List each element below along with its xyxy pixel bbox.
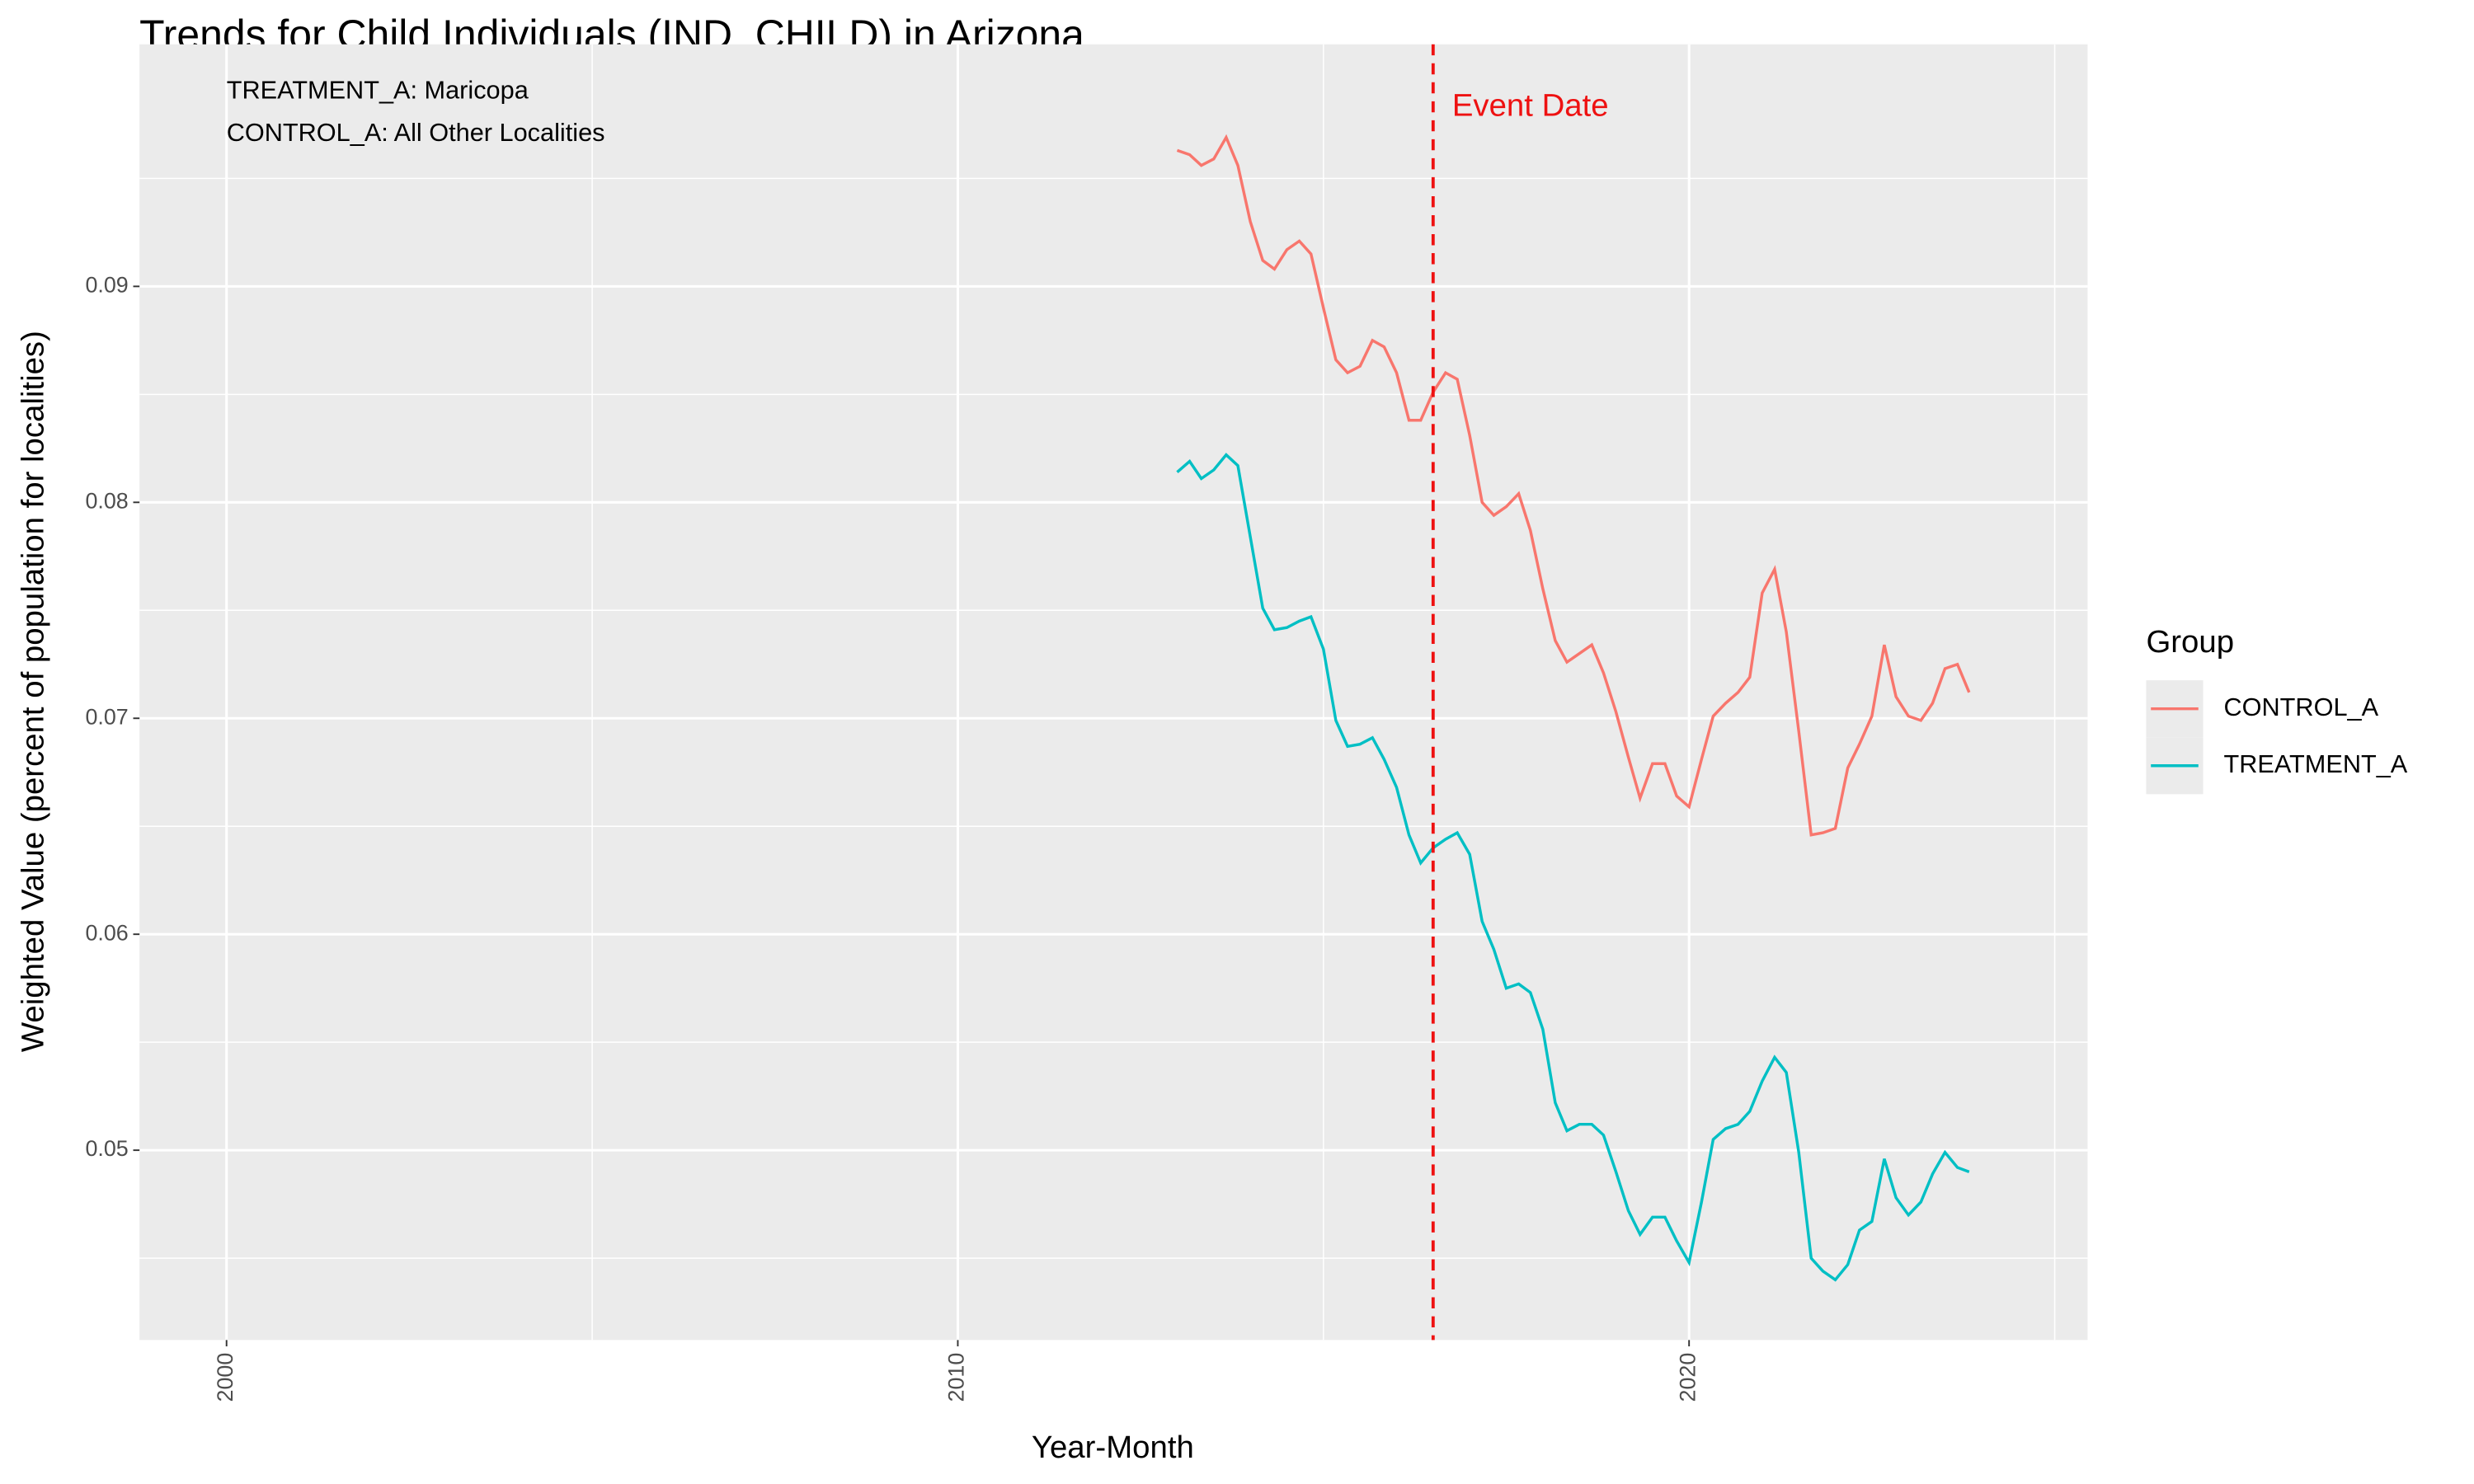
y-tick-label: 0.08 — [85, 488, 128, 513]
data-line — [1176, 453, 1970, 1282]
y-axis-title: Weighted Value (percent of population fo… — [16, 331, 51, 1052]
legend-label: CONTROL_A — [2223, 693, 2378, 721]
event-label: Event Date — [1452, 88, 1609, 124]
annotation: CONTROL_A: All Other Localities — [227, 118, 605, 147]
data-line — [1176, 134, 1971, 837]
x-tick-label: 2010 — [944, 1353, 969, 1402]
x-tick-label: 2020 — [1675, 1353, 1700, 1402]
y-tick-label: 0.05 — [85, 1136, 128, 1161]
legend-label: TREATMENT_A — [2223, 749, 2407, 778]
y-tick-label: 0.06 — [85, 920, 128, 945]
y-tick-label: 0.09 — [85, 272, 128, 297]
plot-background — [139, 44, 2088, 1341]
legend-title: Group — [2146, 624, 2234, 660]
x-axis-title: Year-Month — [1032, 1430, 1194, 1465]
y-tick-label: 0.07 — [85, 704, 128, 729]
annotation: TREATMENT_A: Maricopa — [227, 75, 529, 104]
x-tick-label: 2000 — [213, 1353, 238, 1402]
